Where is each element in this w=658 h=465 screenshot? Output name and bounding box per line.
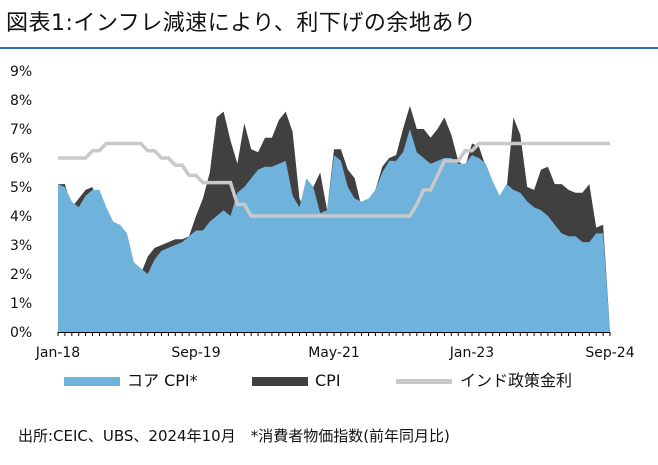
series-lines bbox=[58, 141, 610, 218]
x-tick-label: Jan-23 bbox=[449, 345, 494, 361]
y-tick-label: 9% bbox=[10, 64, 32, 80]
y-tick-label: 1% bbox=[10, 296, 32, 312]
x-tick-label: May-21 bbox=[308, 345, 360, 361]
y-tick-label: 5% bbox=[10, 180, 32, 196]
y-axis-ticks: 0% 1% 2% 3% 4% 5% 6% 7% 8% 9% bbox=[10, 64, 32, 341]
legend-label-core-cpi: コア CPI* bbox=[127, 371, 198, 390]
source-note: 出所:CEIC、UBS、2024年10月 *消費者物価指数(前年同月比) bbox=[18, 427, 450, 445]
chart-legend: コア CPI* CPI インド政策金利 bbox=[0, 366, 658, 396]
legend-label-policy-rate: インド政策金利 bbox=[460, 371, 573, 390]
line-policy-rate bbox=[58, 141, 610, 218]
y-tick-label: 7% bbox=[10, 122, 32, 138]
legend-label-cpi: CPI bbox=[315, 371, 341, 390]
series-areas bbox=[58, 105, 610, 332]
y-tick-label: 2% bbox=[10, 267, 32, 283]
x-axis: Jan-18 Sep-19 May-21 Jan-23 Sep-24 bbox=[35, 332, 635, 361]
y-tick-label: 3% bbox=[10, 238, 32, 254]
chart-title: 図表1:インフレ減速により、利下げの余地あり bbox=[6, 11, 477, 36]
y-tick-label: 0% bbox=[10, 325, 32, 341]
x-tick-label: Jan-18 bbox=[35, 345, 80, 361]
x-tick-label: Sep-24 bbox=[585, 345, 634, 361]
y-tick-label: 4% bbox=[10, 209, 32, 225]
legend-swatch-policy-rate bbox=[396, 379, 452, 384]
y-tick-label: 6% bbox=[10, 151, 32, 167]
title-divider bbox=[0, 47, 658, 49]
y-tick-label: 8% bbox=[10, 93, 32, 109]
legend-swatch-core-cpi bbox=[64, 377, 120, 386]
chart-plot: 0%1%2%3%4%5%6%7%8%9% Jan-18 Sep-19 May-21 J… bbox=[10, 64, 635, 361]
x-tick-label: Sep-19 bbox=[171, 345, 220, 361]
area-cpi-1 bbox=[58, 129, 610, 332]
legend-swatch-cpi bbox=[252, 377, 308, 386]
